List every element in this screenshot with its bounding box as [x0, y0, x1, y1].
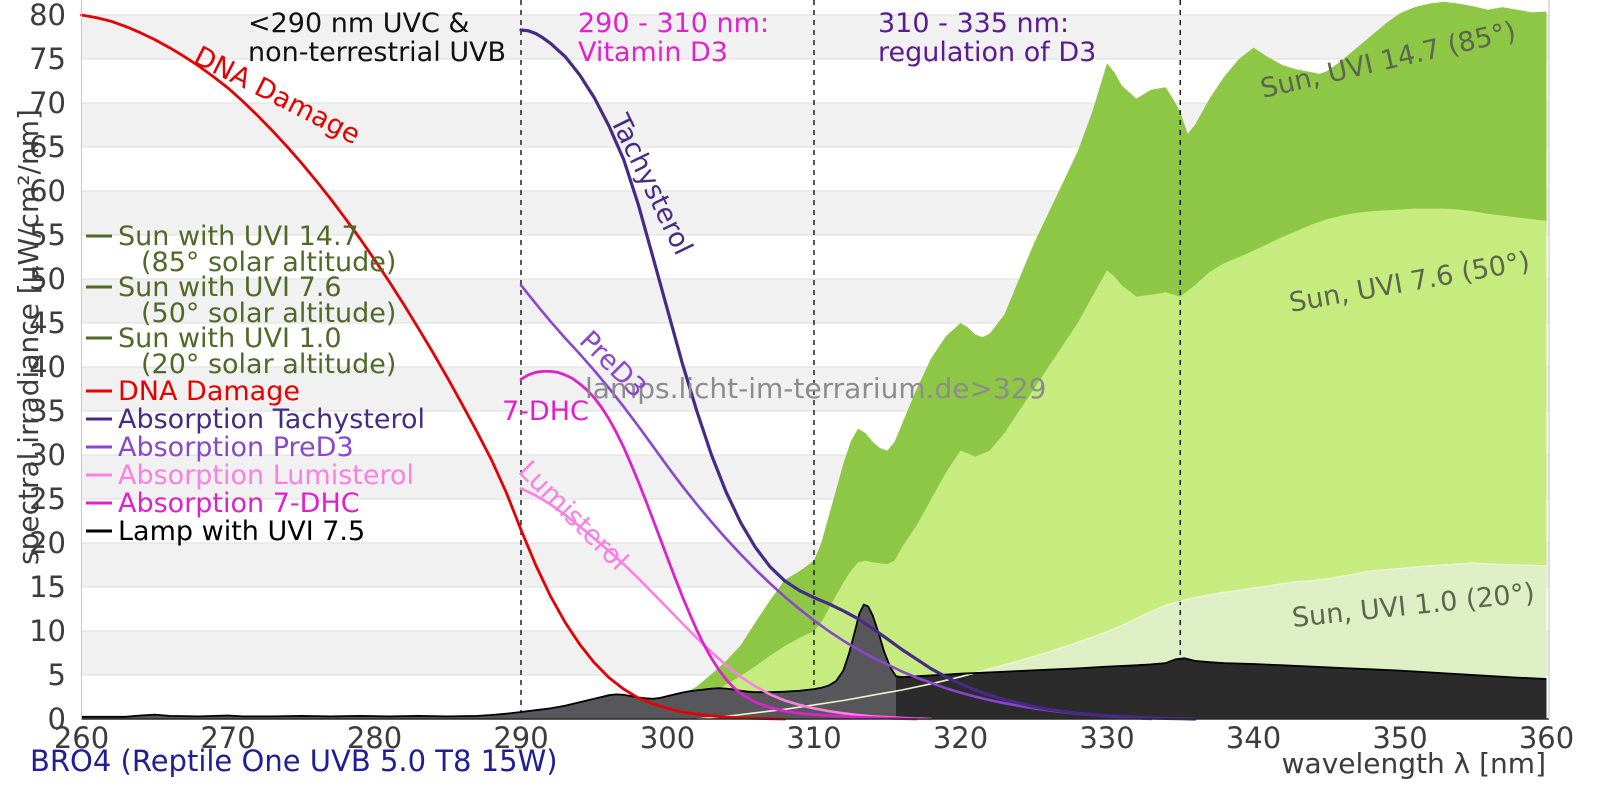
sun10-top-edge [696, 562, 1547, 720]
legend-label: Sun with UVI 1.0 [118, 323, 342, 354]
legend-item-3: DNA Damage [86, 376, 300, 407]
y-tick-label: 45 [29, 306, 66, 340]
axes: 0 5 10 15 20 25 30 35 40 45 50 55 60 65 70 75 80 260 270 28… [29, 0, 1574, 755]
legend-label: Absorption Tachysterol [118, 404, 425, 435]
legend-label: Lamp with UVI 7.5 [118, 516, 365, 547]
annotation-uvc-line2: non-terrestrial UVB [248, 37, 506, 68]
annotation-uvc-line1: <290 nm UVC & [248, 8, 469, 39]
y-tick-label: 60 [29, 174, 66, 208]
lamp-model-footer: BRO4 (Reptile One UVB 5.0 T8 15W) [30, 744, 558, 778]
annotation-vitamin-d3: 290 - 310 nm: Vitamin D3 [578, 8, 769, 68]
y-tick-label: 70 [29, 86, 66, 120]
y-tick-label: 40 [29, 350, 66, 384]
x-tick-label: 340 [1226, 721, 1281, 755]
legend-item-2: Sun with UVI 1.0(20° solar altitude) [86, 323, 396, 380]
y-tick-label: 0 [48, 702, 66, 736]
x-tick-label: 260 [54, 721, 109, 755]
x-tick-label: 290 [493, 721, 548, 755]
annotation-reg-line2: regulation of D3 [878, 37, 1096, 68]
legend-sublabel: (20° solar altitude) [141, 349, 396, 380]
x-tick-label: 300 [640, 721, 695, 755]
tachysterol-curve [519, 28, 1197, 721]
legend-label: Absorption 7-DHC [118, 488, 360, 519]
y-tick-label: 75 [29, 42, 66, 76]
legend-label: Sun with UVI 7.6 [118, 272, 342, 303]
x-axis-title: wavelength λ [nm] [1282, 747, 1546, 780]
annotation-d3-line2: Vitamin D3 [578, 37, 728, 68]
legend-item-6: Absorption Lumisterol [86, 460, 414, 491]
legend-item-8: Lamp with UVI 7.5 [86, 516, 365, 547]
x-tick-label: 360 [1519, 721, 1574, 755]
x-tick-label: 320 [933, 721, 988, 755]
legend-item-0: Sun with UVI 14.7(85° solar altitude) [86, 221, 396, 278]
curve-label-7dhc: 7-DHC [502, 396, 589, 427]
x-tick-label: 270 [200, 721, 255, 755]
grid-band [81, 15, 1549, 59]
x-tick-label: 280 [347, 721, 402, 755]
legend-item-5: Absorption PreD3 [86, 432, 354, 463]
legend-item-4: Absorption Tachysterol [86, 404, 425, 435]
legend-item-1: Sun with UVI 7.6(50° solar altitude) [86, 272, 396, 329]
y-tick-label: 65 [29, 130, 66, 164]
y-tick-label: 20 [29, 526, 66, 560]
legend-label: Sun with UVI 14.7 [118, 221, 359, 252]
annotation-regulation: 310 - 335 nm: regulation of D3 [878, 8, 1096, 68]
y-tick-label: 5 [48, 658, 66, 692]
y-tick-label: 80 [29, 0, 66, 32]
y-tick-label: 50 [29, 262, 66, 296]
x-tick-label: 310 [786, 721, 841, 755]
legend-label: DNA Damage [118, 376, 300, 407]
legend-label: Absorption PreD3 [118, 432, 354, 463]
y-tick-label: 15 [29, 570, 66, 604]
dna-curve [80, 13, 787, 721]
y-tick-label: 25 [29, 482, 66, 516]
lamp-area-uva [896, 658, 1547, 719]
x-tick-label: 330 [1079, 721, 1134, 755]
y-axis-title: spectral irradiance [μW/cm²/nm] [12, 109, 45, 565]
legend: Sun with UVI 14.7(85° solar altitude)Sun… [86, 221, 425, 547]
watermark: lamps.licht-im-terrarium.de>329 [585, 372, 1046, 405]
legend-sublabel: (50° solar altitude) [141, 298, 396, 329]
dhc7-curve [519, 370, 918, 721]
legend-sublabel: (85° solar altitude) [141, 247, 396, 278]
annotation-d3-line1: 290 - 310 nm: [578, 8, 769, 39]
spectrum-curves [80, 13, 1197, 721]
y-tick-label: 10 [29, 614, 66, 648]
y-tick-label: 35 [29, 394, 66, 428]
annotation-reg-line1: 310 - 335 nm: [878, 8, 1069, 39]
y-tick-label: 30 [29, 438, 66, 472]
lumisterol-curve [519, 487, 933, 721]
annotation-uvc: <290 nm UVC & non-terrestrial UVB [248, 8, 506, 68]
x-tick-label: 350 [1372, 721, 1427, 755]
legend-item-7: Absorption 7-DHC [86, 488, 360, 519]
legend-label: Absorption Lumisterol [118, 460, 414, 491]
y-tick-label: 55 [29, 218, 66, 252]
lamp-curve [81, 603, 1547, 718]
